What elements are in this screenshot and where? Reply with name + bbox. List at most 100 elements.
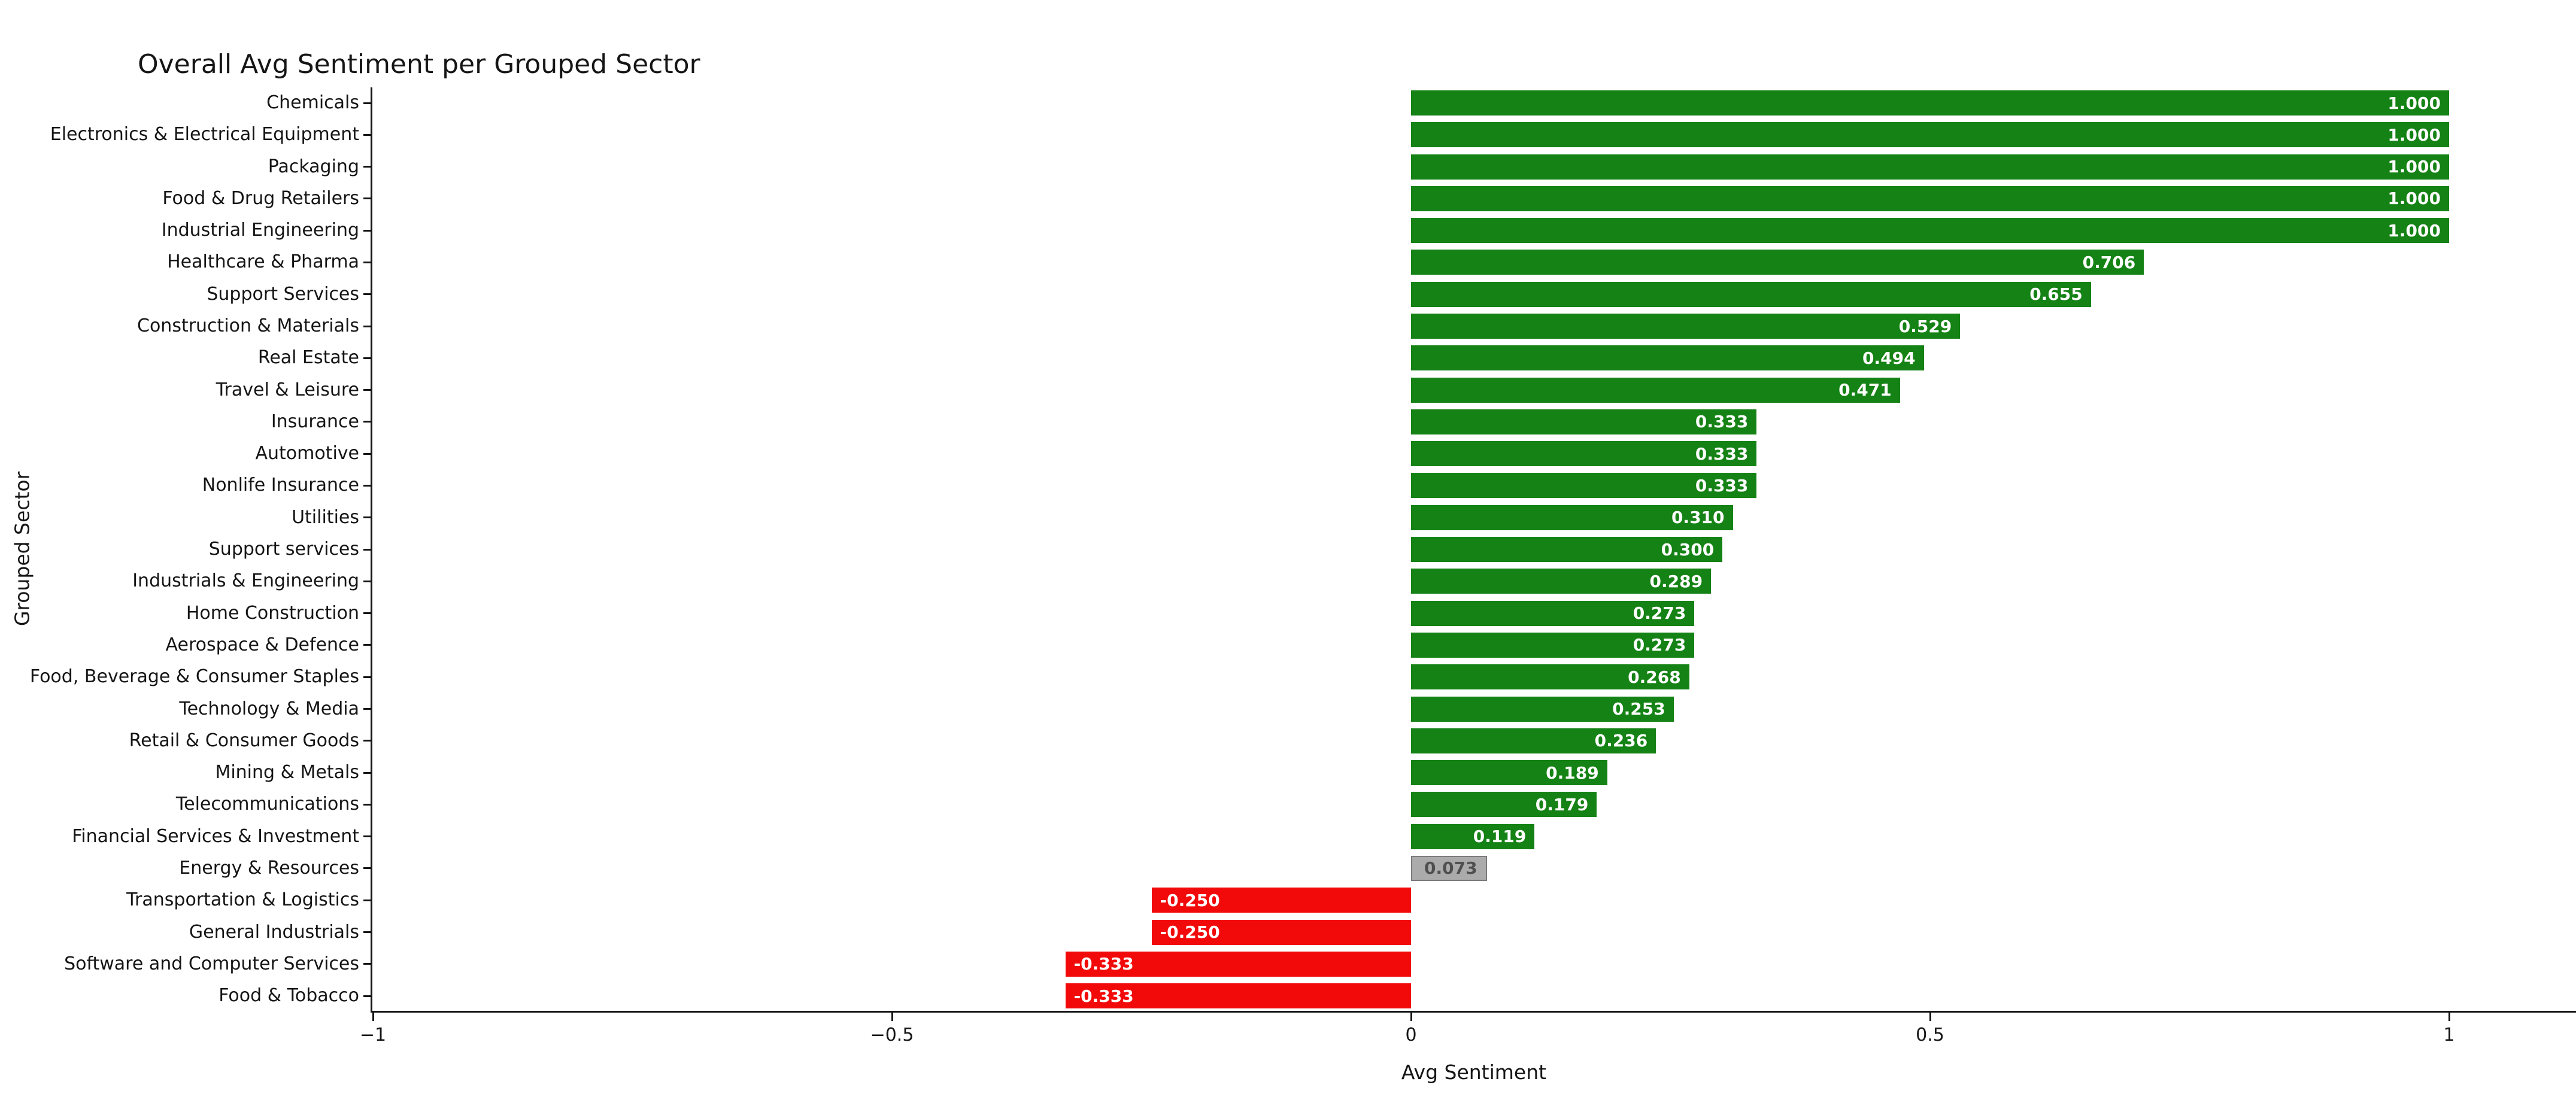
category-label: General Industrials [189, 921, 359, 943]
category-label: Chemicals [266, 92, 359, 113]
category-label: Mining & Metals [215, 762, 359, 783]
x-tick-label: 0 [1405, 1025, 1417, 1046]
x-tick-label: 1 [2443, 1025, 2455, 1046]
x-tick [891, 1013, 893, 1021]
category-label: Aerospace & Defence [165, 634, 360, 655]
category-label: Electronics & Electrical Equipment [50, 124, 359, 145]
category-label: Telecommunications [175, 794, 359, 815]
y-tick [363, 644, 372, 646]
bar-value-label: 0.253 [1612, 699, 1665, 719]
y-tick [363, 166, 372, 168]
bar-value-label: 0.179 [1535, 794, 1589, 815]
bar-value-label: 0.273 [1633, 635, 1686, 655]
y-tick [363, 229, 372, 232]
bar-value-label: 1.000 [2387, 189, 2441, 209]
y-tick [363, 452, 372, 455]
bar-value-label: 0.706 [2082, 252, 2136, 272]
bar: 0.471 [1411, 377, 1900, 403]
category-label: Industrials & Engineering [132, 570, 359, 592]
bar-value-label: 0.189 [1546, 762, 1599, 783]
x-tick [372, 1013, 374, 1021]
category-label: Food & Tobacco [219, 985, 359, 1007]
category-label: Technology & Media [179, 698, 359, 719]
category-label: Support Services [207, 283, 359, 305]
category-label: Real Estate [257, 347, 359, 369]
y-tick [363, 676, 372, 678]
bar-value-label: 0.471 [1838, 380, 1892, 400]
y-tick [363, 389, 372, 391]
y-tick [363, 357, 372, 359]
bar-value-label: 0.310 [1671, 508, 1725, 528]
bar-value-label: -0.250 [1160, 890, 1220, 910]
bar: 0.253 [1411, 696, 1674, 722]
bar-value-label: -0.250 [1160, 922, 1220, 943]
bar-value-label: 0.289 [1649, 571, 1703, 591]
category-label: Travel & Leisure [216, 379, 359, 400]
bar: 0.179 [1411, 792, 1597, 818]
category-label: Home Construction [186, 602, 359, 624]
chart-title: Overall Avg Sentiment per Grouped Sector [138, 49, 700, 80]
bar-value-label: 1.000 [2387, 124, 2441, 145]
bar: 0.333 [1411, 473, 1757, 499]
category-label: Packaging [268, 156, 359, 177]
category-label: Insurance [271, 411, 359, 432]
category-label: Automotive [255, 443, 359, 464]
category-label: Nonlife Insurance [202, 475, 359, 496]
x-tick-label: −0.5 [870, 1025, 914, 1046]
bar-value-label: 0.119 [1473, 826, 1527, 847]
bar: 0.073 [1411, 855, 1487, 881]
plot-area: 1.000 Chemicals 1.000 Electronics & Electri… [30, 87, 2576, 1011]
bar-value-label: 1.000 [2387, 93, 2441, 113]
category-label: Construction & Materials [137, 315, 359, 337]
bar: 1.000 [1411, 90, 2449, 116]
y-tick [363, 197, 372, 200]
category-label: Software and Computer Services [64, 953, 359, 974]
x-tick [2448, 1013, 2450, 1021]
bar-value-label: 0.529 [1898, 316, 1952, 336]
y-tick [363, 293, 372, 296]
category-label: Industrial Engineering [161, 220, 359, 241]
bar: -0.333 [1065, 983, 1411, 1009]
category-label: Transportation & Logistics [126, 889, 359, 911]
y-tick [363, 261, 372, 263]
bar: -0.250 [1151, 888, 1411, 913]
y-tick [363, 580, 372, 582]
bar-value-label: 0.300 [1661, 539, 1715, 560]
y-tick [363, 835, 372, 838]
category-label: Retail & Consumer Goods [129, 730, 359, 751]
bar-value-label: 0.273 [1633, 603, 1686, 624]
x-axis-label: Avg Sentiment [1401, 1060, 1547, 1084]
bar-value-label: 1.000 [2387, 220, 2441, 241]
bar: -0.250 [1151, 919, 1411, 945]
y-tick [363, 771, 372, 774]
category-label: Food, Beverage & Consumer Staples [29, 666, 359, 688]
y-tick [363, 484, 372, 487]
bar: 0.289 [1411, 569, 1712, 594]
bar-value-label: 0.333 [1695, 443, 1749, 464]
bar: 0.300 [1411, 537, 1723, 563]
bar: 0.655 [1411, 281, 2091, 307]
bar-value-label: 0.333 [1695, 412, 1749, 432]
category-label: Financial Services & Investment [72, 825, 359, 847]
y-tick [363, 325, 372, 327]
y-tick [363, 867, 372, 870]
category-label: Energy & Resources [179, 857, 359, 879]
category-label: Food & Drug Retailers [162, 187, 359, 209]
bar: 1.000 [1411, 218, 2449, 244]
x-tick-label: 0.5 [1916, 1025, 1944, 1046]
bar: 0.494 [1411, 345, 1924, 371]
y-tick [363, 133, 372, 136]
bar-value-label: 0.268 [1628, 667, 1681, 687]
bar-value-label: 0.333 [1695, 475, 1749, 496]
bar: 1.000 [1411, 154, 2449, 180]
x-tick [1410, 1013, 1412, 1021]
bar: 0.273 [1411, 600, 1695, 626]
y-tick [363, 548, 372, 551]
y-tick [363, 612, 372, 615]
x-axis-spine [371, 1011, 2576, 1013]
bar: 1.000 [1411, 122, 2449, 148]
y-tick [363, 708, 372, 710]
bar: 1.000 [1411, 186, 2449, 211]
bar: 0.529 [1411, 314, 1961, 339]
